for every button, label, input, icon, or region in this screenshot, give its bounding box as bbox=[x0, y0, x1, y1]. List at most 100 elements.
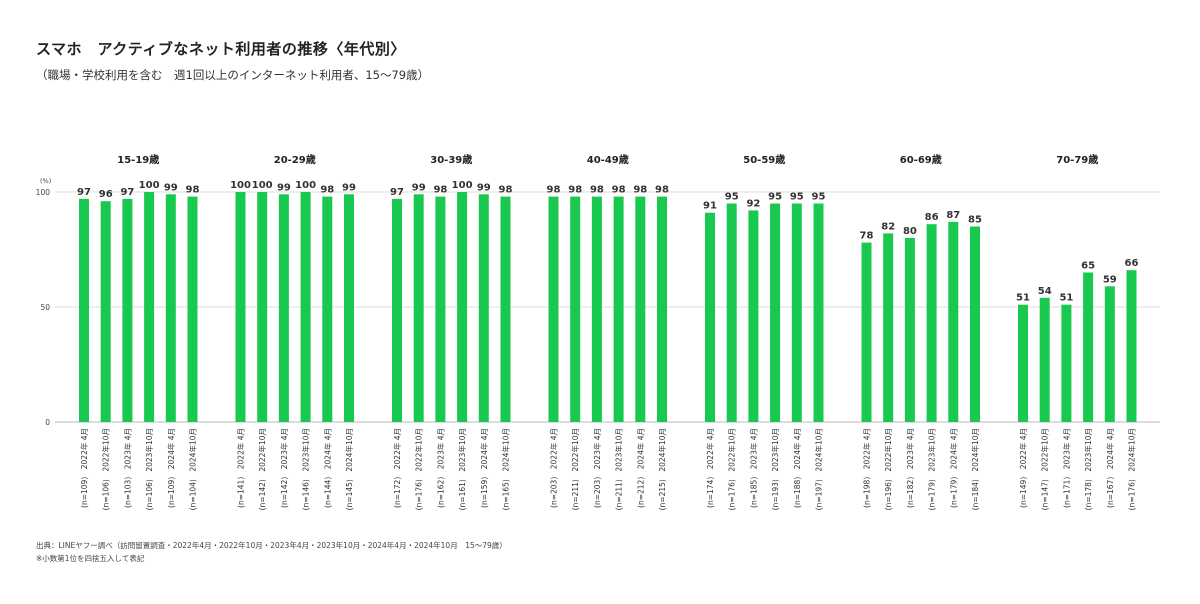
data-label: 95 bbox=[812, 192, 826, 203]
bar bbox=[813, 203, 824, 422]
data-label: 99 bbox=[277, 182, 291, 193]
data-label: 65 bbox=[1081, 261, 1095, 272]
page-title: スマホ アクティブなネット利用者の推移〈年代別〉 bbox=[36, 40, 406, 58]
category-label: (n=149) 2022年 4月 bbox=[1018, 428, 1028, 508]
category-label: (n=165) 2024年10月 bbox=[501, 428, 511, 510]
category-label: (n=171) 2023年 4月 bbox=[1061, 428, 1071, 508]
data-label: 100 bbox=[295, 180, 316, 191]
data-label: 97 bbox=[120, 187, 134, 198]
category-label: (n=167) 2024年 4月 bbox=[1105, 428, 1115, 508]
category-label: (n=109) 2024年 4月 bbox=[166, 428, 176, 508]
rounding-footnote: ※小数第1位を四捨五入して表記 bbox=[36, 554, 145, 563]
bar bbox=[613, 196, 624, 422]
bar bbox=[1126, 270, 1137, 422]
data-label: 100 bbox=[139, 180, 160, 191]
category-label: (n=106) 2022年10月 bbox=[101, 428, 111, 510]
age-group-label: 40-49歳 bbox=[587, 153, 629, 166]
bar bbox=[970, 226, 980, 422]
data-label: 95 bbox=[725, 192, 739, 203]
data-label: 99 bbox=[477, 182, 491, 193]
bar bbox=[435, 196, 446, 422]
bar bbox=[748, 210, 759, 422]
bar bbox=[635, 196, 646, 422]
bar bbox=[904, 238, 915, 422]
category-label: (n=162) 2023年 4月 bbox=[435, 428, 445, 508]
bar bbox=[657, 196, 667, 422]
category-label: (n=188) 2024年 4月 bbox=[792, 428, 802, 508]
category-label: (n=179) 2023年10月 bbox=[927, 428, 937, 510]
bar bbox=[591, 196, 602, 422]
category-label: (n=109) 2022年 4月 bbox=[79, 428, 89, 508]
category-label: (n=182) 2023年 4月 bbox=[905, 428, 915, 508]
age-group-label: 50-59歳 bbox=[743, 153, 785, 166]
data-label: 100 bbox=[452, 180, 473, 191]
category-label: (n=145) 2024年10月 bbox=[344, 428, 354, 510]
bar bbox=[278, 194, 289, 422]
page-subtitle: （職場・学校利用を含む 週1回以上のインターネット利用者、15〜79歳） bbox=[36, 68, 430, 82]
category-label: (n=142) 2022年10月 bbox=[257, 428, 267, 510]
data-label: 80 bbox=[903, 226, 917, 237]
data-label: 98 bbox=[433, 185, 447, 196]
y-unit-label: (%) bbox=[40, 177, 51, 185]
category-label: (n=161) 2023年10月 bbox=[457, 428, 467, 510]
data-label: 98 bbox=[633, 185, 647, 196]
data-label: 54 bbox=[1038, 286, 1052, 297]
category-label: (n=176) 2022年10月 bbox=[727, 428, 737, 510]
category-label: (n=176) 2024年10月 bbox=[1127, 428, 1137, 510]
category-label: (n=185) 2023年 4月 bbox=[748, 428, 758, 508]
age-group-label: 20-29歳 bbox=[274, 153, 316, 166]
category-label: (n=172) 2022年 4月 bbox=[392, 428, 402, 508]
data-label: 97 bbox=[77, 187, 91, 198]
source-footnote: 出典：LINEヤフー調べ（訪問留置調査・2022年4月・2022年10月・202… bbox=[36, 541, 507, 550]
category-label: (n=147) 2022年10月 bbox=[1040, 428, 1050, 510]
data-label: 51 bbox=[1016, 293, 1030, 304]
category-label: (n=211) 2022年10月 bbox=[570, 428, 580, 510]
bar bbox=[344, 194, 354, 422]
data-label: 98 bbox=[590, 185, 604, 196]
data-label: 51 bbox=[1059, 293, 1073, 304]
data-label: 92 bbox=[746, 198, 760, 209]
bar bbox=[122, 198, 133, 422]
y-tick-label: 50 bbox=[40, 303, 50, 312]
data-label: 98 bbox=[186, 185, 200, 196]
data-label: 99 bbox=[412, 182, 426, 193]
data-label: 98 bbox=[547, 185, 561, 196]
age-group-label: 30-39歳 bbox=[430, 153, 472, 166]
bar bbox=[392, 198, 402, 422]
age-group-label: 60-69歳 bbox=[900, 153, 942, 166]
category-label: (n=176) 2022年10月 bbox=[414, 428, 424, 510]
data-label: 78 bbox=[860, 231, 874, 242]
category-label: (n=106) 2023年10月 bbox=[144, 428, 154, 510]
bar bbox=[500, 196, 511, 422]
bar bbox=[770, 203, 781, 422]
category-label: (n=198) 2022年 4月 bbox=[862, 428, 872, 508]
data-label: 59 bbox=[1103, 274, 1117, 285]
bar bbox=[926, 224, 937, 422]
data-label: 87 bbox=[946, 210, 960, 221]
bar bbox=[300, 192, 311, 422]
bar bbox=[570, 196, 581, 422]
data-label: 82 bbox=[881, 221, 895, 232]
data-label: 98 bbox=[499, 185, 513, 196]
category-label: (n=104) 2024年10月 bbox=[188, 428, 198, 510]
data-label: 91 bbox=[703, 201, 717, 212]
data-label: 98 bbox=[655, 185, 669, 196]
data-label: 98 bbox=[320, 185, 334, 196]
data-label: 86 bbox=[925, 212, 939, 223]
bar bbox=[1083, 272, 1094, 422]
bar bbox=[100, 201, 111, 422]
data-label: 98 bbox=[612, 185, 626, 196]
category-label: (n=179) 2024年 4月 bbox=[948, 428, 958, 508]
category-label: (n=141) 2022年 4月 bbox=[236, 428, 246, 508]
data-label: 96 bbox=[99, 189, 113, 200]
bar bbox=[948, 221, 959, 422]
category-label: (n=203) 2022年 4月 bbox=[549, 428, 559, 508]
category-label: (n=178) 2023年10月 bbox=[1083, 428, 1093, 510]
data-label: 99 bbox=[342, 182, 356, 193]
bar bbox=[1039, 297, 1050, 422]
category-label: (n=215) 2024年10月 bbox=[657, 428, 667, 510]
data-label: 85 bbox=[968, 215, 982, 226]
bar bbox=[861, 242, 872, 422]
data-label: 66 bbox=[1125, 258, 1139, 269]
bar bbox=[1018, 304, 1028, 422]
